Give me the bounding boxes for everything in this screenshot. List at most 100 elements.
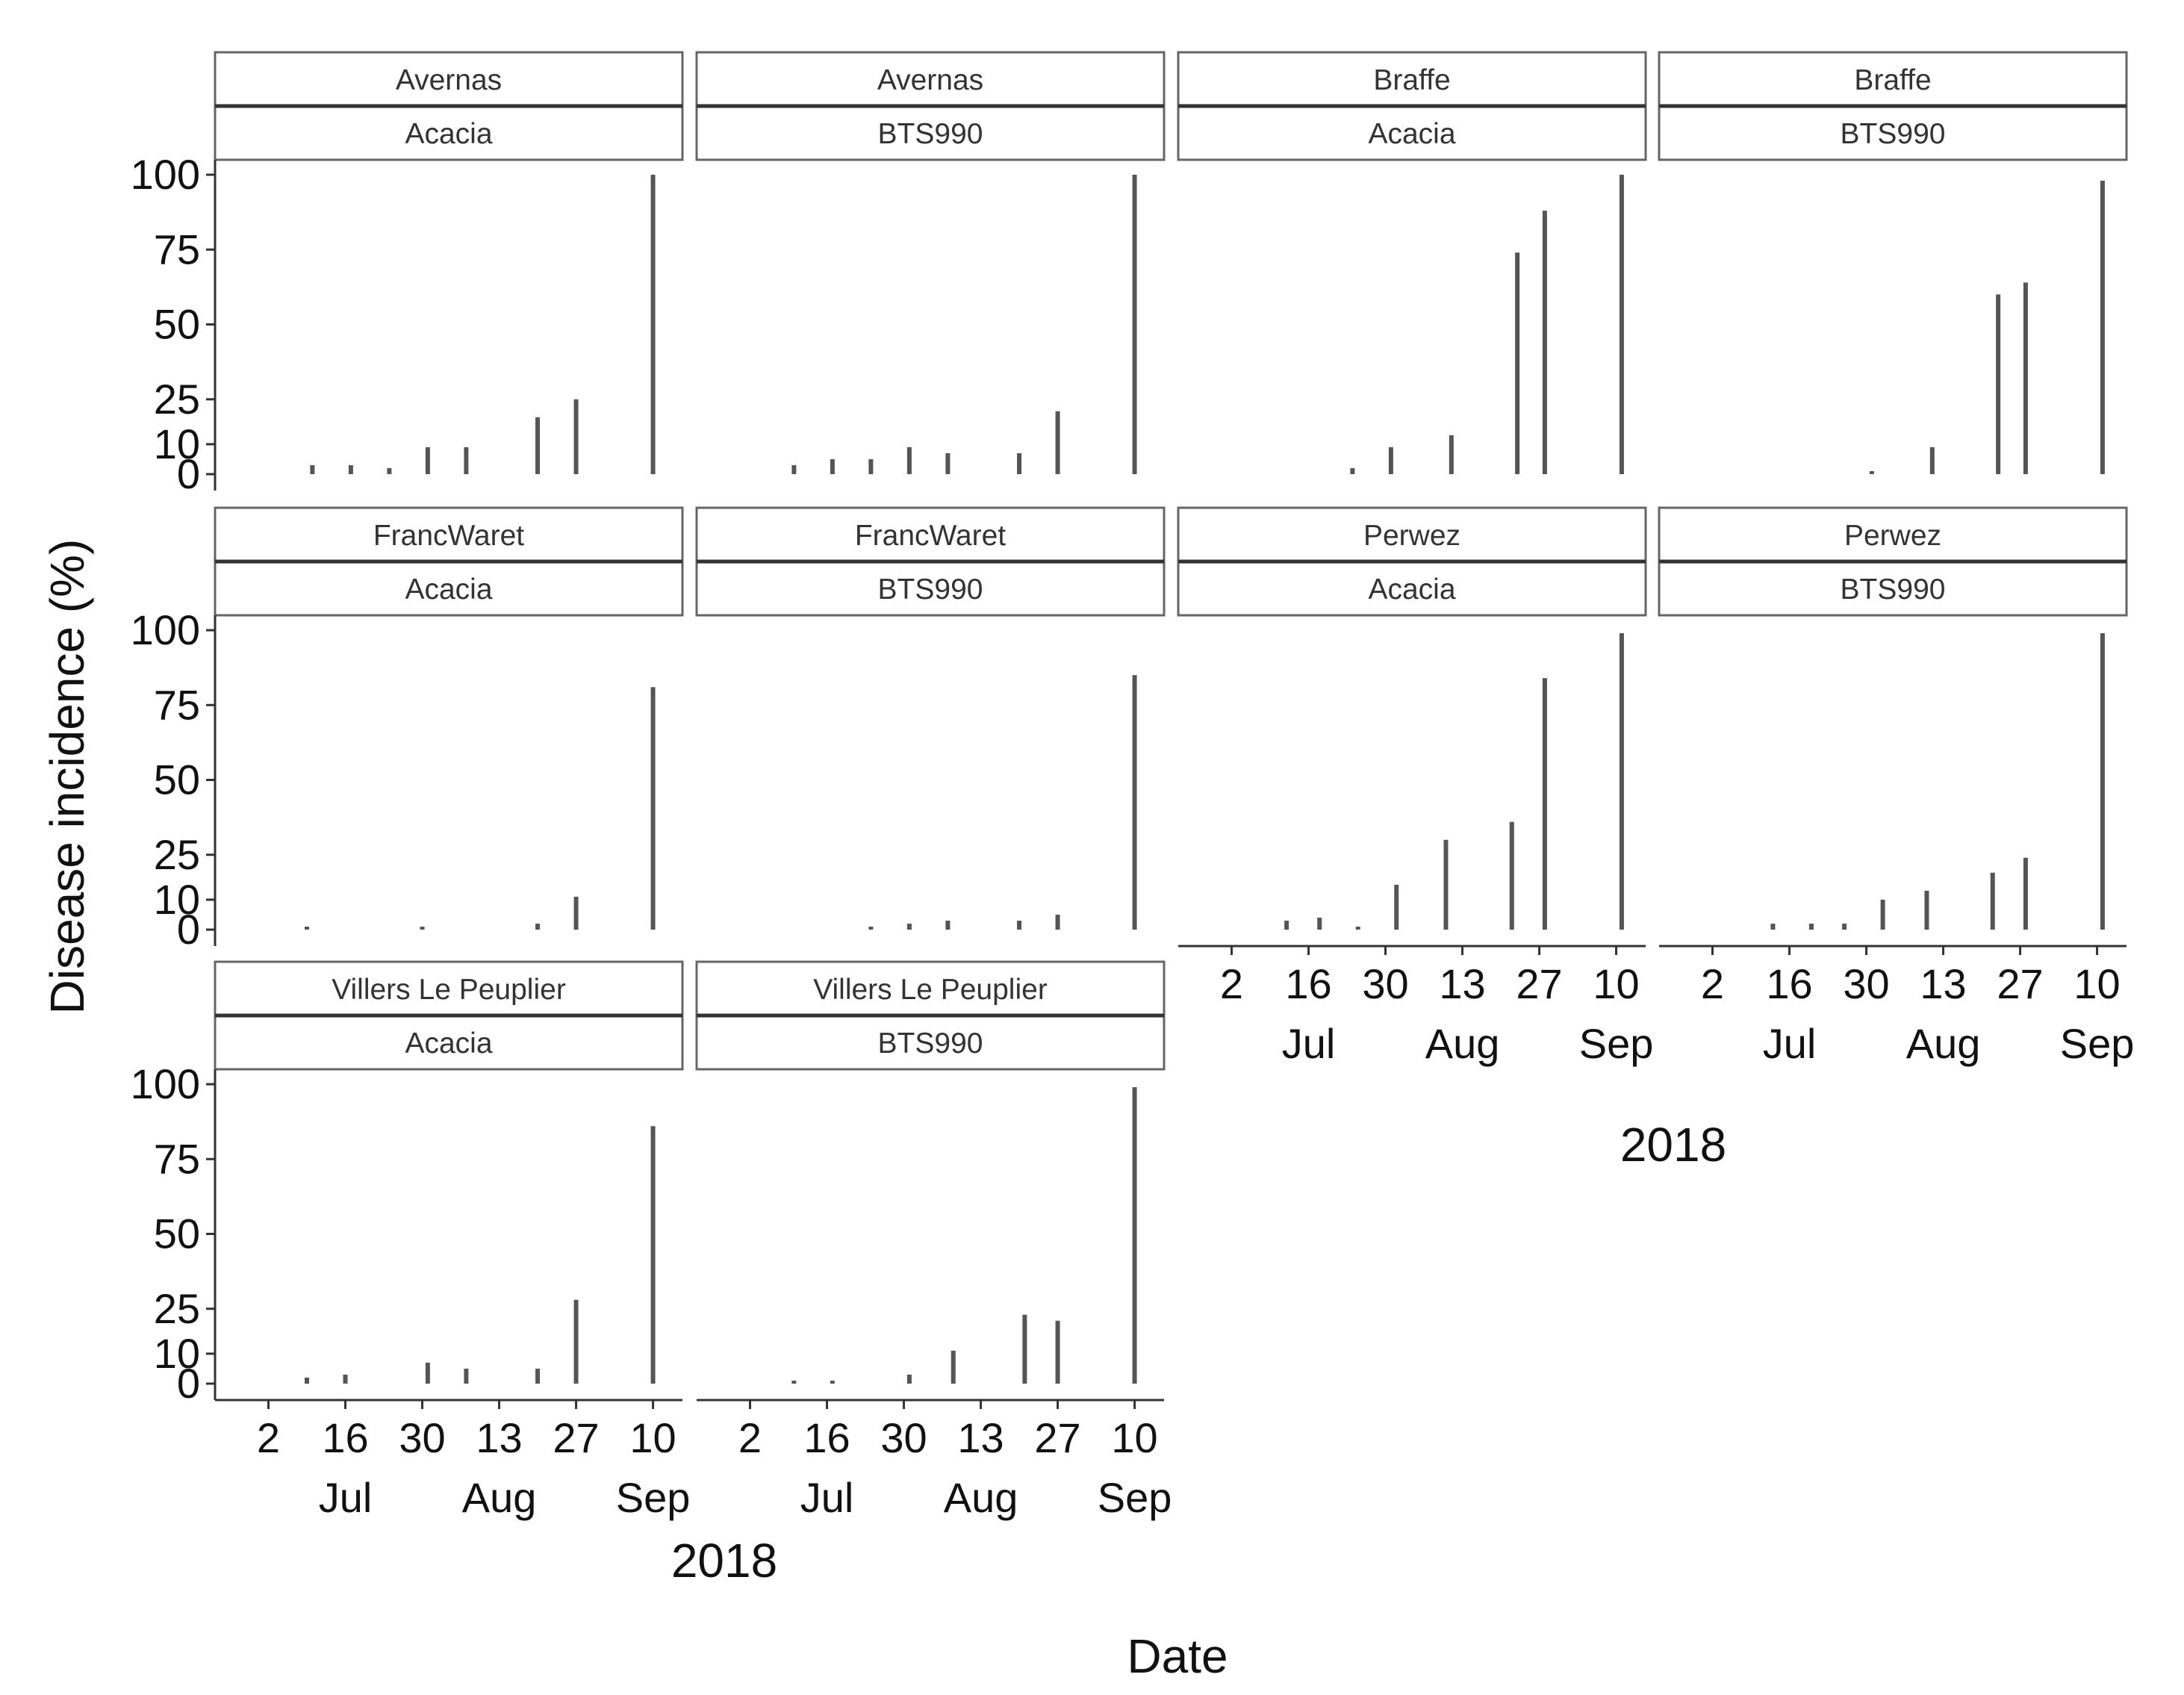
panel-braffe-acacia: Braffe Acacia [1177,51,1647,474]
x-tick-month-label: Sep [2060,1020,2135,1067]
strip-variety-label: BTS990 [878,118,983,150]
strip-variety-box [695,1014,1166,1071]
y-tick-label: 25 [154,376,200,423]
x-tick-day-label: 30 [1362,960,1408,1007]
strip-variety-box [214,1014,684,1071]
x-tick-day-label: 30 [399,1414,445,1461]
strip-variety-label: Acacia [1368,573,1455,606]
x-tick-day-label: 16 [803,1414,850,1461]
y-tick-label: 50 [154,1210,200,1257]
strip-variety-label: Acacia [1368,118,1455,150]
year-label-right: 2018 [1620,1118,1726,1172]
y-tick-label: 100 [131,151,200,198]
strip-variety-box [695,105,1166,161]
strip-variety-label: BTS990 [878,573,983,606]
strip-site-box [214,960,684,1017]
strip-site-box [1658,51,2128,108]
x-tick-month-label: Aug [1425,1020,1500,1067]
panel-perwez-acacia: Perwez Acacia 2 16 Jul 30 13 Aug 27 10 Sep [1177,506,1654,1067]
x-tick-day-label: 16 [1766,960,1812,1007]
panel-villers-le-peuplier-bts990: Villers Le Peuplier BTS990 2 16 Jul 30 13 Aug 27… [695,960,1172,1521]
y-tick-label: 75 [154,1135,200,1182]
strip-variety-label: Acacia [405,1027,492,1060]
strip-site-label: FrancWaret [373,520,524,552]
strip-variety-label: BTS990 [1841,118,1946,150]
x-tick-day-label: 2 [1220,960,1243,1007]
x-tick-month-label: Aug [462,1474,537,1521]
x-tick-day-label: 10 [1111,1414,1157,1461]
strip-site-box [695,51,1166,108]
x-tick-month-label: Jul [800,1474,854,1521]
x-tick-day-label: 30 [880,1414,927,1461]
x-tick-day-label: 10 [629,1414,676,1461]
x-tick-month-label: Jul [1763,1020,1817,1067]
x-tick-day-label: 2 [257,1414,280,1461]
y-tick-label: 100 [131,1060,200,1107]
x-tick-day-label: 13 [476,1414,522,1461]
strip-site-label: Villers Le Peuplier [332,974,566,1006]
strip-site-label: Villers Le Peuplier [813,974,1048,1006]
x-tick-day-label: 13 [1439,960,1485,1007]
x-tick-month-label: Sep [1579,1020,1654,1067]
x-tick-month-label: Aug [944,1474,1018,1521]
x-tick-day-label: 30 [1843,960,1889,1007]
x-tick-day-label: 10 [2073,960,2120,1007]
x-tick-day-label: 13 [1920,960,1966,1007]
x-tick-day-label: 16 [1285,960,1331,1007]
x-tick-day-label: 13 [957,1414,1004,1461]
x-tick-month-label: Jul [1282,1020,1336,1067]
y-tick-label: 0 [177,450,200,497]
y-tick-label: 10 [154,876,200,923]
x-tick-day-label: 27 [553,1414,599,1461]
strip-variety-box [1658,560,2128,617]
y-tick-label: 75 [154,681,200,728]
x-tick-day-label: 10 [1593,960,1639,1007]
panel-perwez-bts990: Perwez BTS990 2 16 Jul 30 13 Aug 27 10 Sep [1658,506,2135,1067]
strip-variety-label: BTS990 [878,1027,983,1060]
x-tick-month-label: Sep [1098,1474,1172,1521]
strip-site-box [1177,506,1647,563]
strip-variety-box [1658,105,2128,161]
strip-site-box [1177,51,1647,108]
strip-site-label: FrancWaret [855,520,1006,552]
strip-site-label: Perwez [1844,520,1941,552]
x-tick-day-label: 2 [738,1414,762,1461]
strip-variety-label: Acacia [405,573,492,606]
strip-site-label: Avernas [396,64,502,96]
y-tick-label: 10 [154,1330,200,1377]
strip-variety-box [1177,105,1647,161]
x-tick-day-label: 27 [1997,960,2043,1007]
strip-site-label: Avernas [877,64,983,96]
x-tick-day-label: 27 [1516,960,1562,1007]
strip-variety-label: Acacia [405,118,492,150]
panel-braffe-bts990: Braffe BTS990 [1658,51,2128,474]
panel-francwaret-bts990: FrancWaret BTS990 [695,506,1166,930]
strip-site-box [214,506,684,563]
panels-layer: AvernasAcacia010255075100AvernasBTS990Br… [131,51,2135,1521]
strip-variety-label: BTS990 [1841,573,1946,606]
x-axis-title: Date [1127,1629,1228,1683]
x-tick-month-label: Aug [1906,1020,1981,1067]
panel-avernas-bts990: Avernas BTS990 [695,51,1166,474]
y-tick-label: 100 [131,606,200,653]
strip-variety-box [214,105,684,161]
strip-site-box [214,51,684,108]
y-tick-label: 0 [177,906,200,953]
x-tick-month-label: Jul [319,1474,373,1521]
y-axis-title: Disease incidence (%) [40,539,94,1015]
x-tick-day-label: 27 [1034,1414,1080,1461]
x-tick-day-label: 16 [322,1414,368,1461]
strip-site-box [1658,506,2128,563]
x-tick-day-label: 2 [1701,960,1724,1007]
y-tick-label: 50 [154,301,200,348]
y-tick-label: 10 [154,420,200,467]
strip-site-label: Braffe [1373,64,1450,96]
y-tick-label: 50 [154,756,200,803]
strip-variety-box [1177,560,1647,617]
strip-site-label: Perwez [1363,520,1460,552]
year-label-bottom: 2018 [671,1534,777,1587]
